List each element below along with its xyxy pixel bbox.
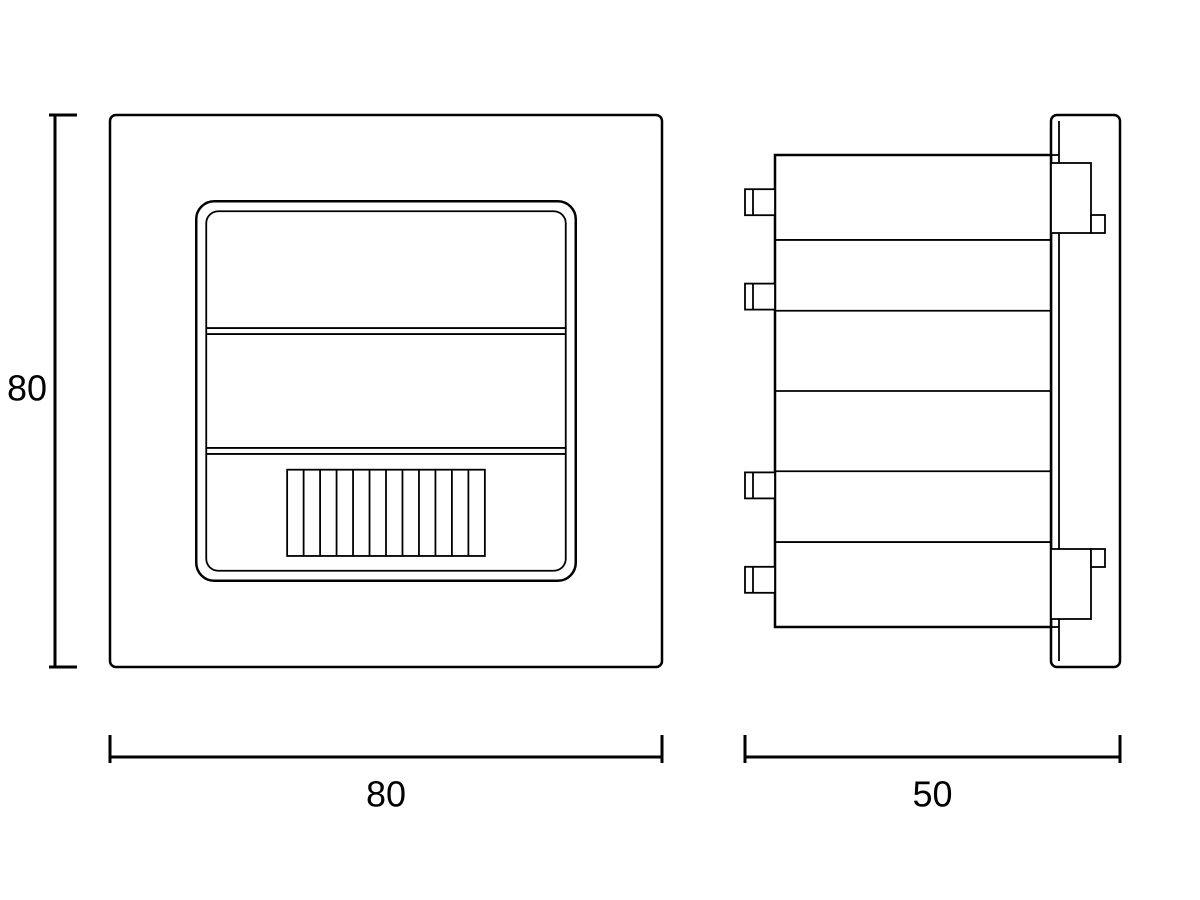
dim-side-depth: 50: [912, 774, 952, 815]
dim-front-width: 80: [366, 774, 406, 815]
technical-drawing: 80 80 50: [0, 0, 1200, 900]
front-view: [110, 115, 662, 667]
side-view: [745, 115, 1120, 667]
dim-front-height: 80: [7, 368, 47, 409]
